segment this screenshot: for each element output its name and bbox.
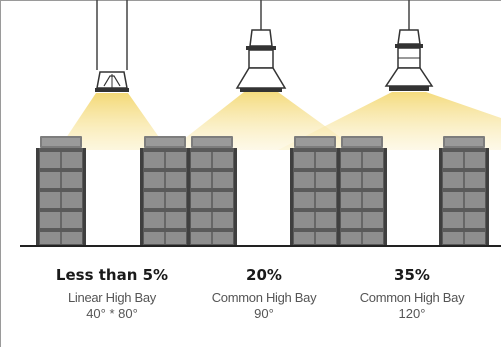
- fixture-name-linear: Linear High Bay: [68, 290, 156, 305]
- beam-common-120: [278, 92, 501, 150]
- rack-6: [438, 135, 490, 247]
- rack-1: [35, 135, 87, 247]
- linear-high-bay-icon: [95, 0, 129, 92]
- rack-2: [139, 135, 191, 247]
- ufo-high-bay-icon: [235, 0, 287, 92]
- fixture-name-common-120: Common High Bay: [359, 290, 465, 305]
- percentage-common-120: 35%: [394, 266, 430, 284]
- fixture-name-common-90: Common High Bay: [211, 290, 317, 305]
- percentage-common-90: 20%: [246, 266, 282, 284]
- rack-5: [336, 135, 388, 247]
- fixture-label-common-90: 20% Common High Bay 90°: [212, 266, 317, 322]
- beam-angle-common-120: 120°: [398, 306, 426, 321]
- fixture-label-linear: Less than 5% Linear High Bay 40° * 80°: [56, 266, 168, 322]
- beam-angle-linear: 40° * 80°: [86, 306, 138, 321]
- rack-4: [289, 135, 341, 247]
- fixture-label-common-120: 35% Common High Bay 120°: [360, 266, 465, 322]
- bell-high-bay-icon: [384, 0, 434, 91]
- rack-3: [186, 135, 238, 247]
- beam-angle-common-90: 90°: [254, 306, 274, 321]
- percentage-linear: Less than 5%: [55, 266, 169, 284]
- beam-linear: [58, 93, 168, 150]
